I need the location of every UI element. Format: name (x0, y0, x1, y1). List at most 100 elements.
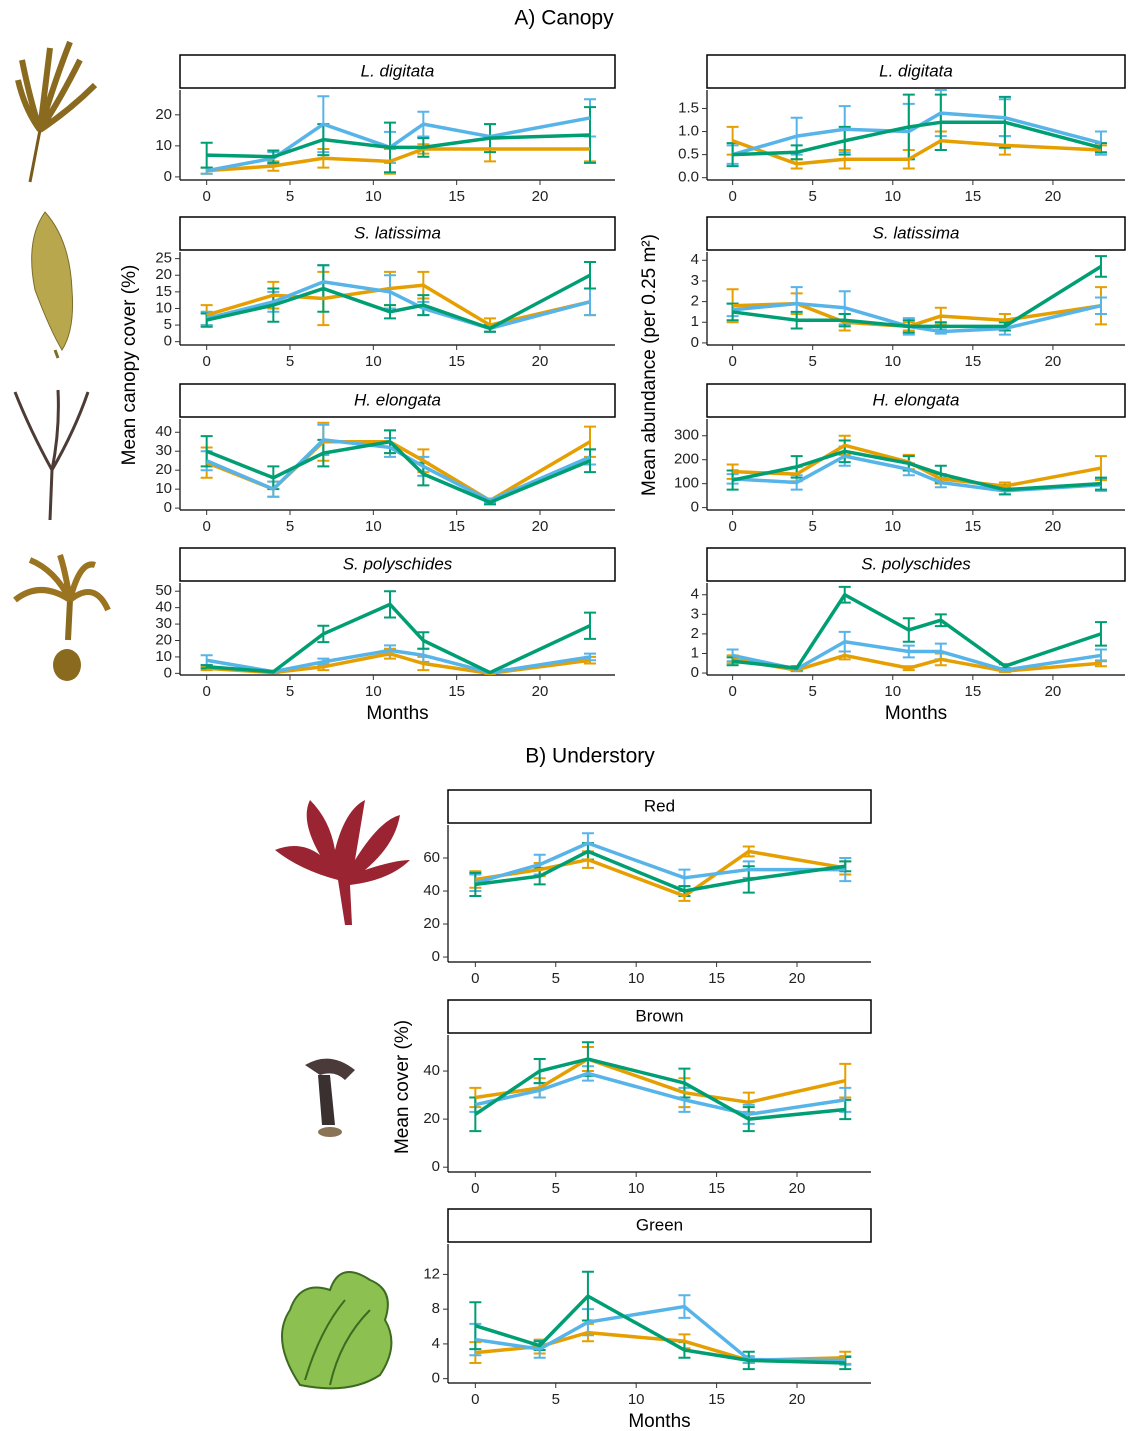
illustration-brown-algae (305, 1058, 355, 1137)
y-tick-label: 4 (691, 251, 699, 268)
y-tick-label: 12 (423, 1265, 440, 1282)
section-title: B) Understory (525, 745, 655, 768)
x-tick-label: 5 (286, 518, 294, 535)
y-tick-label: 3 (691, 605, 699, 622)
x-axis-title: Months (628, 1411, 690, 1431)
x-axis-title: Months (366, 703, 428, 724)
y-tick-label: 100 (674, 475, 699, 492)
x-tick-label: 5 (552, 1391, 560, 1408)
x-tick-label: 5 (552, 970, 560, 987)
y-tick-label: 0 (432, 948, 440, 965)
x-tick-label: 5 (809, 683, 817, 700)
error-bar (1094, 648, 1107, 663)
y-tick-label: 40 (423, 1062, 440, 1079)
x-tick-label: 20 (532, 188, 549, 205)
x-tick-label: 20 (1045, 353, 1062, 370)
y-tick-label: 4 (432, 1335, 440, 1352)
strip (447, 999, 872, 1034)
y-tick-label: 0 (691, 664, 699, 681)
y-tick-label: 0 (164, 168, 172, 185)
x-tick-label: 10 (884, 188, 901, 205)
panel-title: Green (636, 1215, 683, 1234)
strip (706, 547, 1126, 582)
y-tick-label: 40 (155, 423, 172, 440)
y-tick-label: 10 (155, 648, 172, 665)
y-tick-label: 20 (423, 915, 440, 932)
x-tick-label: 5 (809, 188, 817, 205)
error-bar (1094, 296, 1107, 315)
series-line (732, 264, 1102, 329)
series-line (732, 592, 1102, 670)
series-line (474, 841, 846, 885)
x-tick-label: 5 (809, 353, 817, 370)
illustration-saccorhiza (13, 554, 111, 681)
x-tick-label: 0 (728, 353, 736, 370)
y-tick-label: 10 (155, 137, 172, 154)
x-tick-label: 5 (286, 188, 294, 205)
panel-title: S. polyschides (861, 554, 971, 573)
y-tick-label: 0 (432, 1370, 440, 1387)
y-tick-label: 50 (155, 582, 172, 599)
y-tick-label: 1.0 (678, 123, 699, 140)
y-tick-label: 20 (155, 266, 172, 283)
y-tick-label: 20 (155, 106, 172, 123)
y-tick-label: 2 (691, 625, 699, 642)
strip (179, 54, 616, 89)
x-tick-label: 5 (286, 683, 294, 700)
x-tick-label: 15 (965, 518, 982, 535)
panel-title: Red (644, 796, 675, 815)
x-tick-label: 0 (202, 518, 210, 535)
x-tick-label: 0 (471, 1391, 479, 1408)
strip (706, 54, 1126, 89)
y-tick-label: 1.5 (678, 99, 699, 116)
series-line (206, 133, 591, 159)
y-tick-label: 0 (164, 333, 172, 350)
x-tick-label: 15 (448, 353, 465, 370)
x-tick-label: 10 (365, 353, 382, 370)
series-line (732, 301, 1102, 329)
strip (447, 789, 872, 824)
illustration-himanthalia (13, 389, 90, 521)
panel-title: S. polyschides (343, 554, 453, 573)
series-line (206, 602, 591, 675)
series-line (206, 283, 591, 327)
panel-title: S. latissima (354, 223, 441, 242)
x-tick-label: 20 (1045, 188, 1062, 205)
illustration-red-algae (275, 800, 410, 925)
y-tick-label: 1 (691, 644, 699, 661)
series-line (206, 147, 590, 173)
x-tick-label: 20 (532, 683, 549, 700)
y-tick-label: 10 (155, 480, 172, 497)
series-line (206, 273, 591, 331)
panel-title: L. digitata (361, 61, 435, 80)
x-tick-label: 0 (728, 683, 736, 700)
x-tick-label: 10 (884, 518, 901, 535)
x-tick-label: 0 (202, 188, 210, 205)
series-line (475, 849, 846, 893)
strip (706, 216, 1126, 251)
x-tick-label: 20 (532, 518, 549, 535)
y-tick-label: 0.0 (678, 169, 699, 186)
y-tick-label: 5 (164, 316, 172, 333)
y-tick-label: 60 (423, 849, 440, 866)
y-tick-label: 0 (691, 334, 699, 351)
x-tick-label: 20 (789, 1180, 806, 1197)
x-tick-label: 15 (708, 970, 725, 987)
strip (179, 547, 616, 582)
x-tick-label: 0 (728, 188, 736, 205)
y-axis-title: Mean cover (%) (392, 1020, 413, 1154)
x-tick-label: 15 (965, 188, 982, 205)
y-axis-title: Mean abundance (per 0.25 m²) (639, 234, 660, 496)
y-tick-label: 20 (423, 1110, 440, 1127)
x-axis-title: Months (885, 703, 947, 724)
series-line (475, 849, 846, 898)
x-tick-label: 15 (448, 518, 465, 535)
x-tick-label: 0 (202, 353, 210, 370)
x-tick-label: 20 (789, 970, 806, 987)
x-tick-label: 15 (448, 683, 465, 700)
y-tick-label: 25 (155, 250, 172, 267)
section-title: A) Canopy (514, 7, 614, 30)
x-tick-label: 20 (1045, 518, 1062, 535)
